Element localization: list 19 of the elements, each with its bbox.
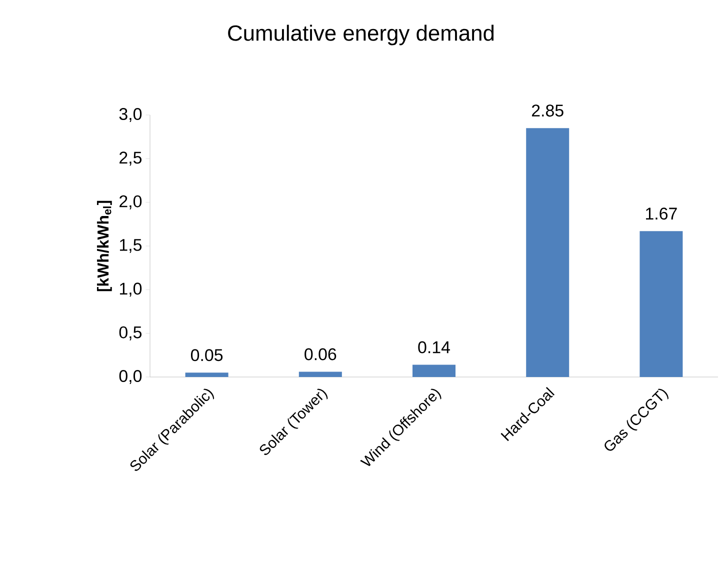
data-label: 0.06 — [304, 348, 336, 360]
y-tick-label: 3,0 — [119, 108, 142, 122]
bar — [526, 128, 570, 377]
y-tick-label: 1,5 — [120, 239, 142, 253]
bar — [640, 231, 683, 377]
y-axis-title: [kWh/kWh$_{el}$] — [96, 200, 112, 292]
y-tick-label: 2,5 — [120, 152, 142, 166]
bar — [298, 372, 342, 377]
data-label: 1.67 — [646, 208, 677, 220]
bar — [185, 372, 228, 377]
y-tick-label: 0,5 — [119, 326, 142, 340]
bar — [412, 364, 456, 377]
chart-title: Cumulative energy demand — [228, 24, 494, 46]
y-tick-label: 0,0 — [119, 370, 142, 384]
y-tick-label: 2,0 — [120, 195, 142, 210]
data-label: 2.85 — [532, 104, 564, 117]
data-label: 0.05 — [190, 349, 223, 362]
data-label: 0.14 — [418, 341, 450, 354]
y-tick-label: 1,0 — [120, 282, 142, 297]
